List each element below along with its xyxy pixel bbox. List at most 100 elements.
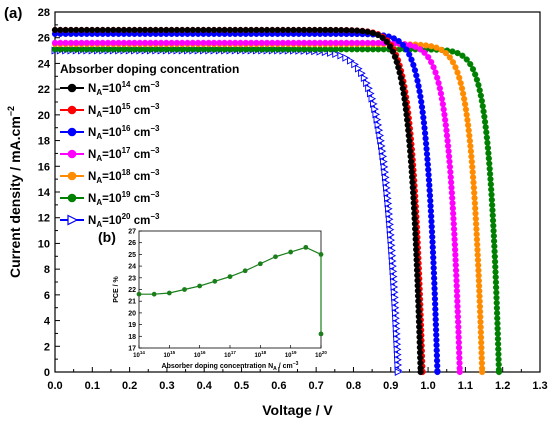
legend-label: NA=1017 cm−3 — [88, 146, 160, 163]
data-point — [163, 46, 170, 53]
data-point — [387, 236, 396, 245]
y-tick-label: 20 — [38, 110, 50, 122]
x-axis-title: Voltage / V — [262, 402, 333, 418]
data-point — [483, 129, 490, 136]
data-point — [375, 46, 382, 53]
x-tick-label: 0.2 — [122, 380, 137, 392]
data-point — [157, 39, 165, 46]
data-point — [384, 204, 393, 213]
data-point — [152, 39, 159, 46]
data-point — [110, 26, 117, 34]
inset-data-point — [166, 290, 172, 296]
data-point — [359, 27, 366, 35]
data-point — [449, 59, 457, 66]
data-point — [83, 26, 90, 34]
data-point — [456, 349, 463, 356]
data-point — [478, 349, 485, 356]
data-point — [429, 233, 436, 241]
data-point — [274, 39, 281, 46]
data-point — [438, 46, 445, 53]
data-point — [478, 354, 485, 362]
data-point — [384, 194, 392, 203]
data-point — [163, 26, 170, 34]
data-point — [142, 46, 149, 53]
data-point — [338, 39, 345, 46]
data-point — [456, 368, 463, 376]
data-point — [394, 361, 403, 369]
data-point — [395, 38, 402, 45]
data-point — [454, 303, 461, 310]
data-point — [493, 284, 500, 291]
data-point — [285, 46, 292, 53]
data-point — [492, 263, 499, 270]
legend-entry-6: NA=1020 cm−3 — [60, 212, 160, 229]
data-point — [337, 51, 346, 60]
inset-data-point — [136, 291, 142, 297]
x-tick-label: 0.7 — [309, 380, 324, 392]
data-point — [399, 41, 407, 49]
data-point — [414, 292, 422, 300]
data-point — [168, 26, 175, 34]
data-point — [413, 261, 420, 269]
data-point — [475, 277, 482, 284]
data-point — [445, 148, 452, 155]
data-point — [478, 339, 485, 346]
data-point — [467, 142, 474, 150]
data-point — [493, 289, 500, 296]
data-point — [443, 132, 451, 139]
data-point — [434, 362, 441, 369]
data-point — [295, 26, 302, 34]
data-point — [327, 39, 334, 46]
x-tick-label: 0.8 — [346, 380, 361, 392]
legend-label: NA=1020 cm−3 — [88, 212, 160, 229]
inset-data-point — [182, 287, 187, 292]
data-point — [428, 223, 435, 230]
data-point — [416, 88, 423, 95]
data-point — [437, 90, 445, 97]
data-point — [73, 26, 80, 34]
data-point — [383, 38, 390, 45]
data-point — [487, 176, 494, 183]
data-point — [263, 46, 271, 53]
data-point — [393, 335, 401, 343]
legend-entry-0: NA=1014 cm−3 — [60, 80, 160, 97]
data-point — [322, 46, 329, 53]
data-point — [440, 106, 447, 113]
data-point — [67, 26, 75, 34]
data-point — [200, 26, 207, 34]
data-point — [466, 137, 473, 144]
data-point — [474, 241, 481, 248]
data-point — [477, 329, 484, 336]
data-point — [410, 205, 418, 212]
data-point — [338, 46, 345, 53]
data-point — [406, 51, 413, 58]
data-point — [94, 26, 101, 34]
data-point — [450, 215, 457, 222]
inset-y-tick-label: 20 — [128, 310, 136, 317]
data-point — [475, 81, 482, 89]
legend-marker — [67, 127, 77, 137]
data-point — [131, 26, 138, 34]
x-tick-label: 1.2 — [495, 380, 510, 392]
data-point — [371, 105, 379, 114]
data-point — [184, 39, 191, 46]
y-tick-label: 14 — [38, 187, 51, 199]
data-point — [327, 26, 334, 34]
data-point — [226, 26, 234, 34]
data-point — [62, 46, 69, 53]
data-point — [417, 359, 424, 366]
data-point — [316, 39, 324, 46]
data-point — [438, 95, 446, 102]
x-tick-label: 0.9 — [383, 380, 398, 392]
data-point — [179, 26, 186, 34]
legend-label: NA=1015 cm−3 — [88, 102, 160, 119]
y-tick-label: 26 — [38, 33, 50, 45]
data-point — [430, 259, 437, 266]
data-point — [416, 323, 423, 330]
data-point — [452, 256, 459, 264]
data-point — [455, 318, 462, 325]
data-point — [332, 46, 340, 53]
data-point — [403, 46, 410, 53]
data-point — [184, 26, 191, 34]
data-point — [205, 26, 212, 34]
